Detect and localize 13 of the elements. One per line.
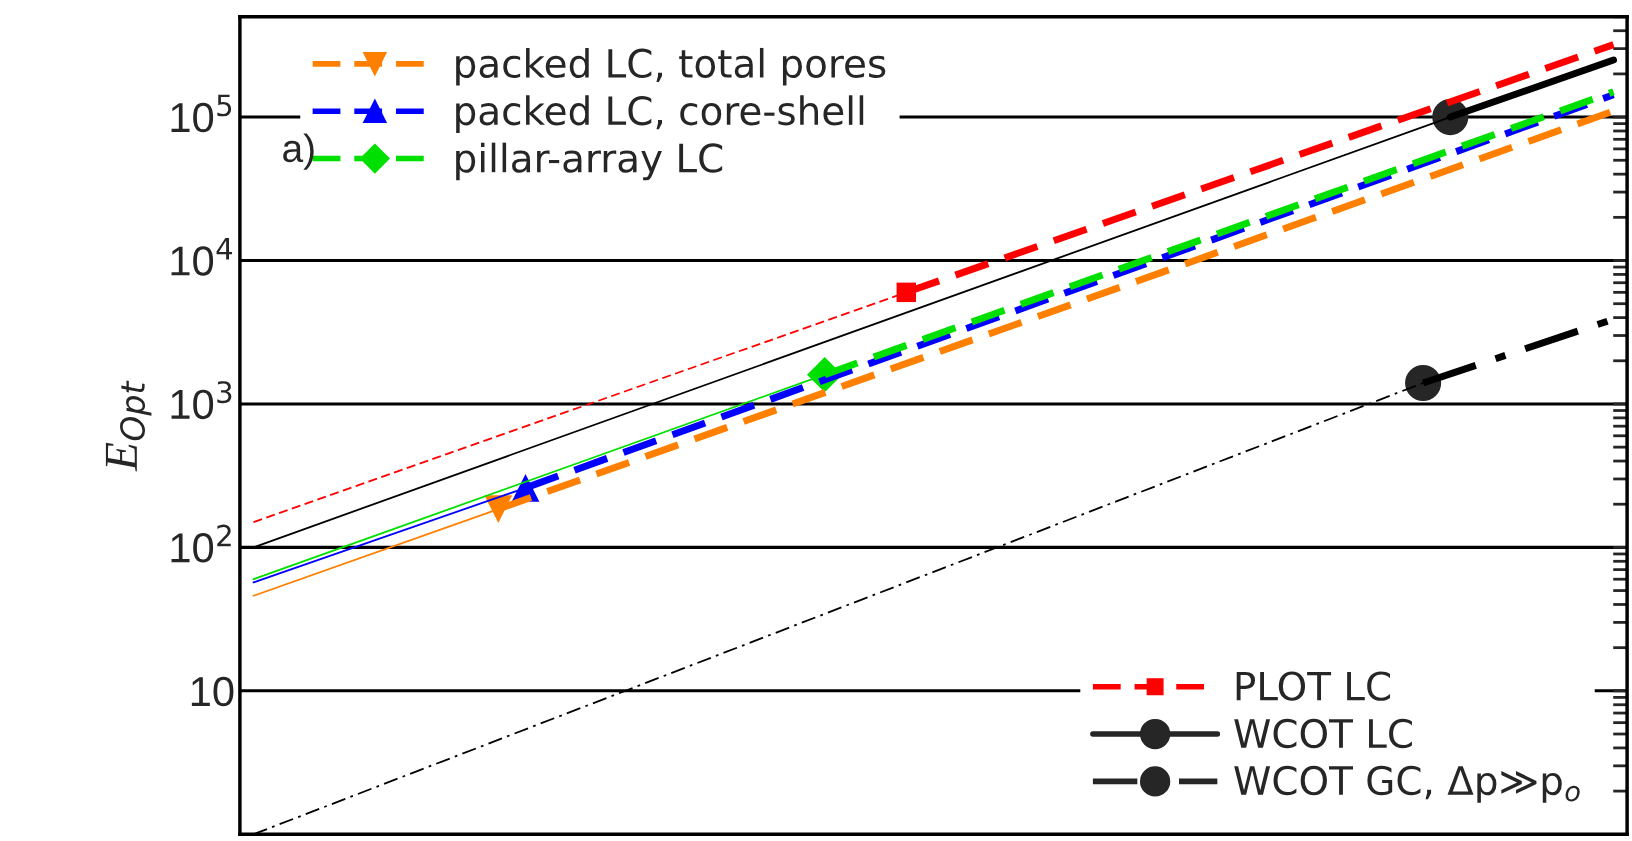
legend-label: WCOT LC [1234, 718, 1412, 749]
legend-label: packed LC, total pores [456, 47, 886, 86]
y-tick-label: 10 [191, 676, 234, 707]
legend-label: pillar-array LC [456, 142, 723, 181]
y-tick-label: 10$^{3}$ [171, 381, 232, 420]
legend-label: WCOT GC, Δp≫p$_{o}$ [1234, 765, 1580, 803]
y-axis-title: E$_{Opt}$ [105, 380, 152, 472]
y-tick-label: 10$^{2}$ [171, 524, 231, 563]
legend-label: packed LC, core-shell [456, 95, 864, 133]
legend-label: PLOT LC [1236, 671, 1391, 701]
y-tick-label: 10$^{5}$ [171, 94, 232, 133]
annotation: a) [283, 133, 314, 170]
y-tick-label: 10$^{4}$ [171, 238, 233, 276]
